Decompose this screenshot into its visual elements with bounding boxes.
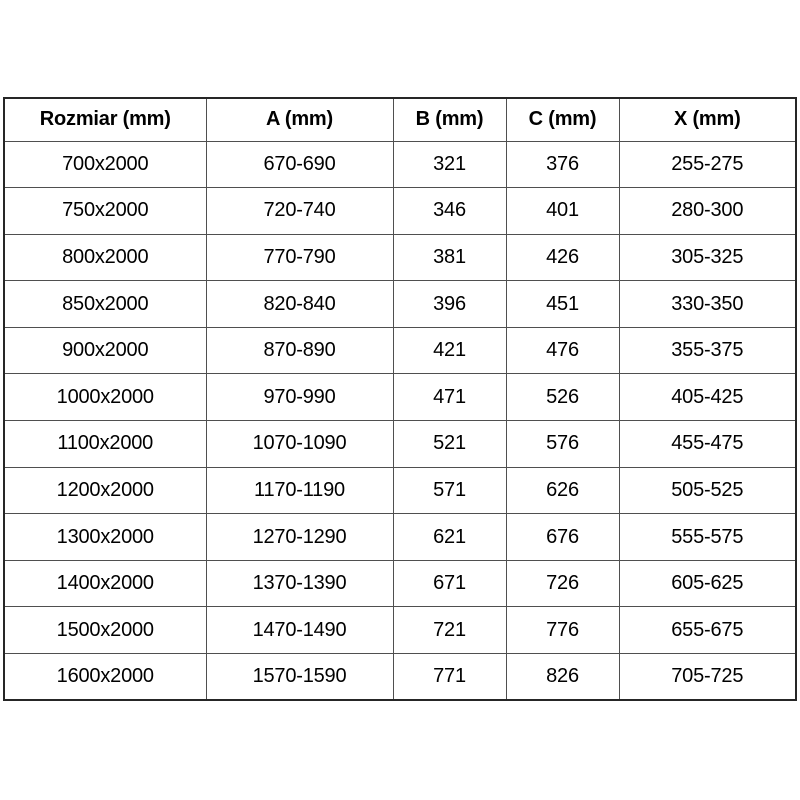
table-row: 1200x2000 1170-1190 571 626 505-525 bbox=[3, 466, 797, 515]
table-cell: 451 bbox=[505, 280, 620, 328]
table-cell: 571 bbox=[392, 466, 507, 515]
table-row: 1500x2000 1470-1490 721 776 655-675 bbox=[3, 606, 797, 655]
table-row: 1600x2000 1570-1590 771 826 705-725 bbox=[3, 653, 797, 701]
table-cell: 670-690 bbox=[205, 140, 394, 189]
table-cell: 405-425 bbox=[618, 373, 797, 422]
table-header: Rozmiar (mm) A (mm) B (mm) C (mm) X (mm) bbox=[3, 97, 797, 142]
table-cell: 401 bbox=[505, 187, 620, 235]
table-cell: 800x2000 bbox=[3, 233, 207, 282]
table-cell: 776 bbox=[505, 606, 620, 655]
table-row: 1300x2000 1270-1290 621 676 555-575 bbox=[3, 513, 797, 561]
table-row: 850x2000 820-840 396 451 330-350 bbox=[3, 280, 797, 328]
table-cell: 671 bbox=[392, 559, 507, 608]
table-cell: 555-575 bbox=[618, 513, 797, 561]
table-cell: 476 bbox=[505, 326, 620, 375]
table-cell: 1070-1090 bbox=[205, 420, 394, 468]
table-cell: 720-740 bbox=[205, 187, 394, 235]
table-cell: 655-675 bbox=[618, 606, 797, 655]
table-cell: 900x2000 bbox=[3, 326, 207, 375]
table-cell: 455-475 bbox=[618, 420, 797, 468]
table-cell: 330-350 bbox=[618, 280, 797, 328]
table-cell: 1170-1190 bbox=[205, 466, 394, 515]
table-cell: 770-790 bbox=[205, 233, 394, 282]
table-cell: 771 bbox=[392, 653, 507, 701]
table-cell: 280-300 bbox=[618, 187, 797, 235]
table-cell: 1400x2000 bbox=[3, 559, 207, 608]
column-header-c: C (mm) bbox=[505, 97, 620, 142]
table-cell: 376 bbox=[505, 140, 620, 189]
table-cell: 721 bbox=[392, 606, 507, 655]
table-cell: 1300x2000 bbox=[3, 513, 207, 561]
table-cell: 396 bbox=[392, 280, 507, 328]
table-cell: 700x2000 bbox=[3, 140, 207, 189]
table-cell: 1500x2000 bbox=[3, 606, 207, 655]
table-cell: 605-625 bbox=[618, 559, 797, 608]
table-cell: 626 bbox=[505, 466, 620, 515]
table-row: 1000x2000 970-990 471 526 405-425 bbox=[3, 373, 797, 422]
table-body: 700x2000 670-690 321 376 255-275 750x2000 720-… bbox=[3, 140, 797, 701]
column-header-rozmiar: Rozmiar (mm) bbox=[3, 97, 207, 142]
table-row: 1100x2000 1070-1090 521 576 455-475 bbox=[3, 420, 797, 468]
table-cell: 505-525 bbox=[618, 466, 797, 515]
table-cell: 255-275 bbox=[618, 140, 797, 189]
table-cell: 850x2000 bbox=[3, 280, 207, 328]
table-cell: 1600x2000 bbox=[3, 653, 207, 701]
table-cell: 526 bbox=[505, 373, 620, 422]
table-cell: 970-990 bbox=[205, 373, 394, 422]
table-cell: 426 bbox=[505, 233, 620, 282]
table-cell: 355-375 bbox=[618, 326, 797, 375]
table-cell: 1200x2000 bbox=[3, 466, 207, 515]
table-row: 900x2000 870-890 421 476 355-375 bbox=[3, 326, 797, 375]
table-cell: 1370-1390 bbox=[205, 559, 394, 608]
table-cell: 676 bbox=[505, 513, 620, 561]
table-cell: 576 bbox=[505, 420, 620, 468]
column-header-a: A (mm) bbox=[205, 97, 394, 142]
table-cell: 1470-1490 bbox=[205, 606, 394, 655]
column-header-b: B (mm) bbox=[392, 97, 507, 142]
table-row: 700x2000 670-690 321 376 255-275 bbox=[3, 140, 797, 189]
table-cell: 521 bbox=[392, 420, 507, 468]
table-cell: 1000x2000 bbox=[3, 373, 207, 422]
table-row: 1400x2000 1370-1390 671 726 605-625 bbox=[3, 559, 797, 608]
table-cell: 826 bbox=[505, 653, 620, 701]
table-row: 750x2000 720-740 346 401 280-300 bbox=[3, 187, 797, 235]
table-cell: 1100x2000 bbox=[3, 420, 207, 468]
table-cell: 421 bbox=[392, 326, 507, 375]
table-cell: 1570-1590 bbox=[205, 653, 394, 701]
table-cell: 471 bbox=[392, 373, 507, 422]
table-cell: 870-890 bbox=[205, 326, 394, 375]
table-cell: 321 bbox=[392, 140, 507, 189]
table-cell: 305-325 bbox=[618, 233, 797, 282]
table-cell: 726 bbox=[505, 559, 620, 608]
header-row: Rozmiar (mm) A (mm) B (mm) C (mm) X (mm) bbox=[3, 97, 797, 142]
table-cell: 621 bbox=[392, 513, 507, 561]
table-cell: 820-840 bbox=[205, 280, 394, 328]
table-cell: 381 bbox=[392, 233, 507, 282]
size-chart-table: Rozmiar (mm) A (mm) B (mm) C (mm) X (mm)… bbox=[3, 97, 797, 702]
table-cell: 705-725 bbox=[618, 653, 797, 701]
table-cell: 750x2000 bbox=[3, 187, 207, 235]
table-cell: 1270-1290 bbox=[205, 513, 394, 561]
table-row: 800x2000 770-790 381 426 305-325 bbox=[3, 233, 797, 282]
column-header-x: X (mm) bbox=[618, 97, 797, 142]
table-cell: 346 bbox=[392, 187, 507, 235]
